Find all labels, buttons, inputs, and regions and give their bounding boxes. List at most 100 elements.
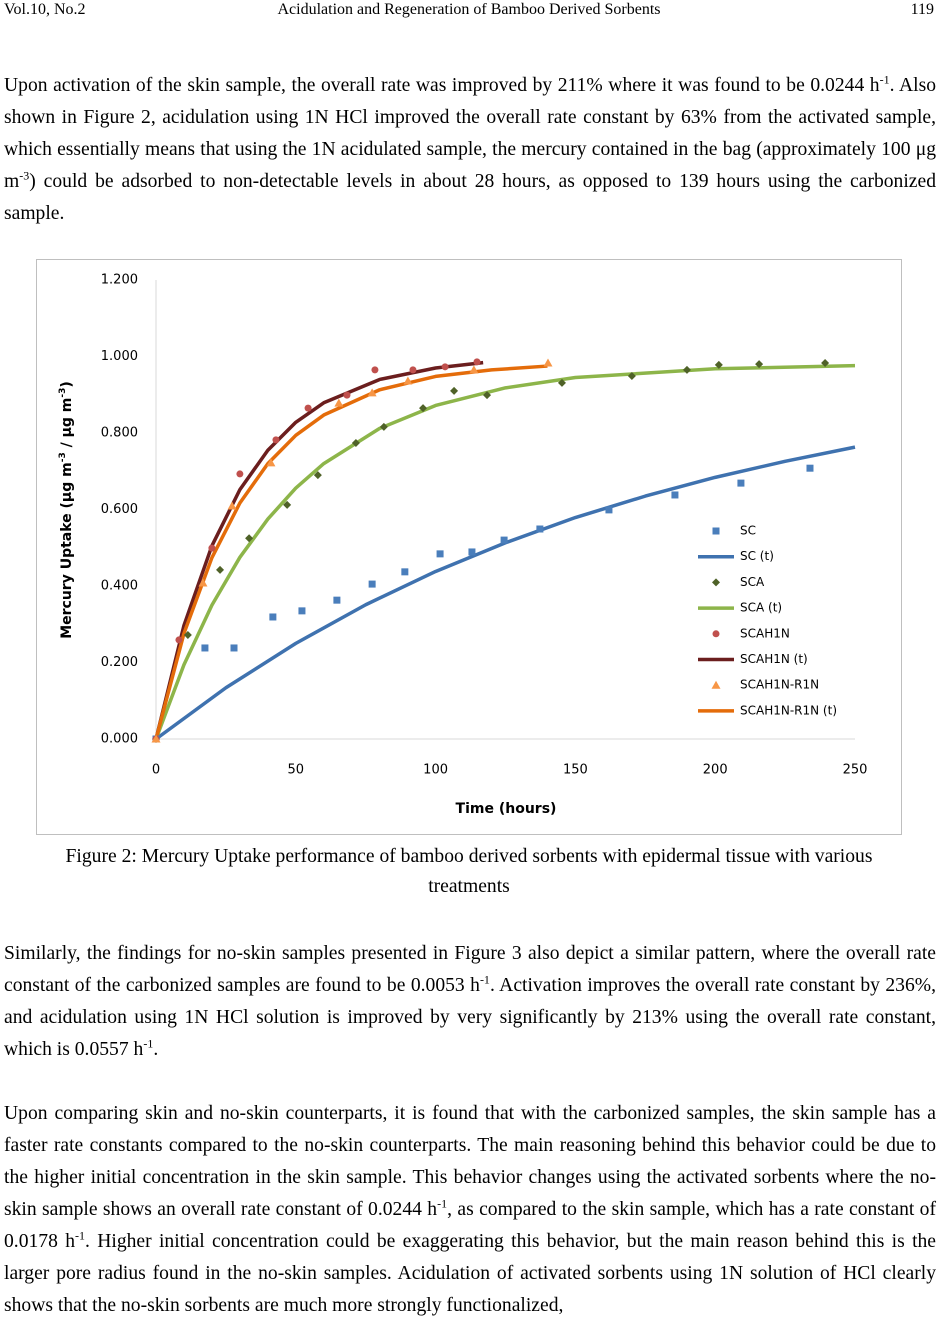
data-point: [298, 607, 306, 615]
data-point: [821, 359, 830, 368]
data-point: [343, 391, 351, 399]
data-point: [266, 458, 276, 467]
text-run: . Also shown in Figure 2, acidulation us…: [4, 75, 937, 192]
label-run: ): [59, 381, 75, 387]
header-center: Acidulation and Regeneration of Bamboo D…: [277, 1, 661, 18]
legend-label: SCAH1N-R1N: [740, 678, 819, 692]
paragraph: Upon comparing skin and no-skin counterp…: [4, 1098, 936, 1322]
data-point: [469, 365, 479, 374]
data-point: [151, 734, 161, 743]
legend-swatch: [712, 527, 720, 535]
data-point: [208, 544, 216, 552]
legend-label: SCA (t): [740, 601, 782, 615]
data-point: [755, 360, 764, 369]
text-run: , as compared to the skin sample, which …: [4, 1199, 937, 1252]
chart-frame: [36, 259, 902, 835]
data-point: [351, 438, 360, 447]
data-point: [543, 358, 553, 367]
data-point: [682, 365, 691, 374]
fit-line: [154, 363, 856, 740]
data-point: [436, 550, 444, 558]
text-run: Similarly, the findings for no-skin samp…: [4, 943, 936, 996]
data-point: [401, 568, 409, 576]
x-tick-label: 150: [563, 763, 588, 778]
data-point: [216, 565, 225, 574]
data-point: [304, 404, 312, 412]
superscript: -1: [879, 72, 890, 87]
data-point: [230, 644, 238, 652]
text-run: . Higher initial concentration could be …: [4, 1231, 937, 1316]
data-point: [714, 360, 723, 369]
header-left: Vol.10, No.2: [4, 1, 86, 18]
data-point: [333, 596, 341, 604]
data-point: [557, 378, 566, 387]
data-point: [500, 536, 508, 544]
superscript: -3: [58, 388, 68, 398]
x-tick-label: 50: [288, 763, 305, 778]
data-point: [269, 613, 277, 621]
data-point: [806, 464, 814, 472]
data-point: [379, 422, 388, 431]
fit-line: [154, 360, 484, 740]
data-point: [419, 404, 428, 413]
data-point: [671, 491, 679, 499]
legend-label: SCAH1N (t): [740, 652, 808, 666]
legend-label: SC: [740, 524, 756, 538]
x-tick-label: 0: [152, 763, 160, 778]
superscript: -1: [479, 972, 490, 987]
y-tick-label: 0.600: [101, 502, 138, 517]
text-run: Upon activation of the skin sample, the …: [4, 75, 880, 96]
data-point: [201, 644, 209, 652]
legend-swatch: [712, 630, 720, 638]
data-point: [283, 500, 292, 509]
data-point: [403, 376, 413, 385]
data-point: [737, 479, 745, 487]
x-tick-label: 250: [843, 763, 868, 778]
y-tick-label: 0.800: [101, 426, 138, 441]
data-point: [450, 386, 459, 395]
text-run: .: [153, 1039, 159, 1060]
text-run: ) could be adsorbed to non-detectable le…: [4, 171, 936, 224]
legend-swatch: [711, 680, 721, 689]
legend-label: SCAH1N-R1N (t): [740, 703, 837, 717]
data-point: [473, 358, 481, 366]
figure-caption: Figure 2: Mercury Uptake performance of …: [65, 846, 873, 897]
paragraph: Upon activation of the skin sample, the …: [4, 70, 936, 230]
y-tick-label: 0.000: [101, 732, 138, 747]
text-run: Upon comparing skin and no-skin counterp…: [4, 1103, 936, 1220]
legend-label: SC (t): [740, 549, 774, 563]
data-point: [245, 534, 254, 543]
label-run: Mercury Uptake (μg m: [59, 462, 75, 639]
label-run: Time (hours): [456, 801, 557, 817]
text-run: . Activation improves the overall rate c…: [4, 975, 936, 1060]
y-tick-label: 0.200: [101, 655, 138, 670]
data-point: [371, 366, 379, 374]
x-tick-label: 100: [423, 763, 448, 778]
paragraph: Similarly, the findings for no-skin samp…: [4, 938, 936, 1066]
data-point: [368, 580, 376, 588]
data-point: [313, 471, 322, 480]
legend-label: SCAH1N: [740, 626, 790, 640]
data-point: [334, 398, 344, 407]
label-run: / μg m: [59, 398, 75, 453]
data-point: [227, 501, 237, 510]
header-right: 119: [910, 1, 934, 18]
data-point: [183, 630, 192, 639]
legend-swatch: [712, 578, 720, 587]
data-point: [409, 366, 417, 374]
superscript: -1: [437, 1196, 448, 1211]
data-point: [236, 470, 244, 478]
superscript: -1: [143, 1036, 154, 1051]
data-point: [272, 436, 280, 444]
superscript: -3: [19, 168, 30, 183]
y-axis-label: Mercury Uptake (μg m-3 / μg m-3): [58, 381, 76, 639]
data-point: [605, 506, 613, 514]
data-point: [627, 372, 636, 381]
y-tick-label: 0.400: [101, 579, 138, 594]
x-tick-label: 200: [703, 763, 728, 778]
chart: 0.000 0.200 0.400 0.600 0.800 1.000 1.200 0 50 10…: [36, 259, 902, 835]
data-point: [175, 636, 183, 644]
data-point: [367, 388, 377, 397]
data-point: [468, 548, 476, 556]
